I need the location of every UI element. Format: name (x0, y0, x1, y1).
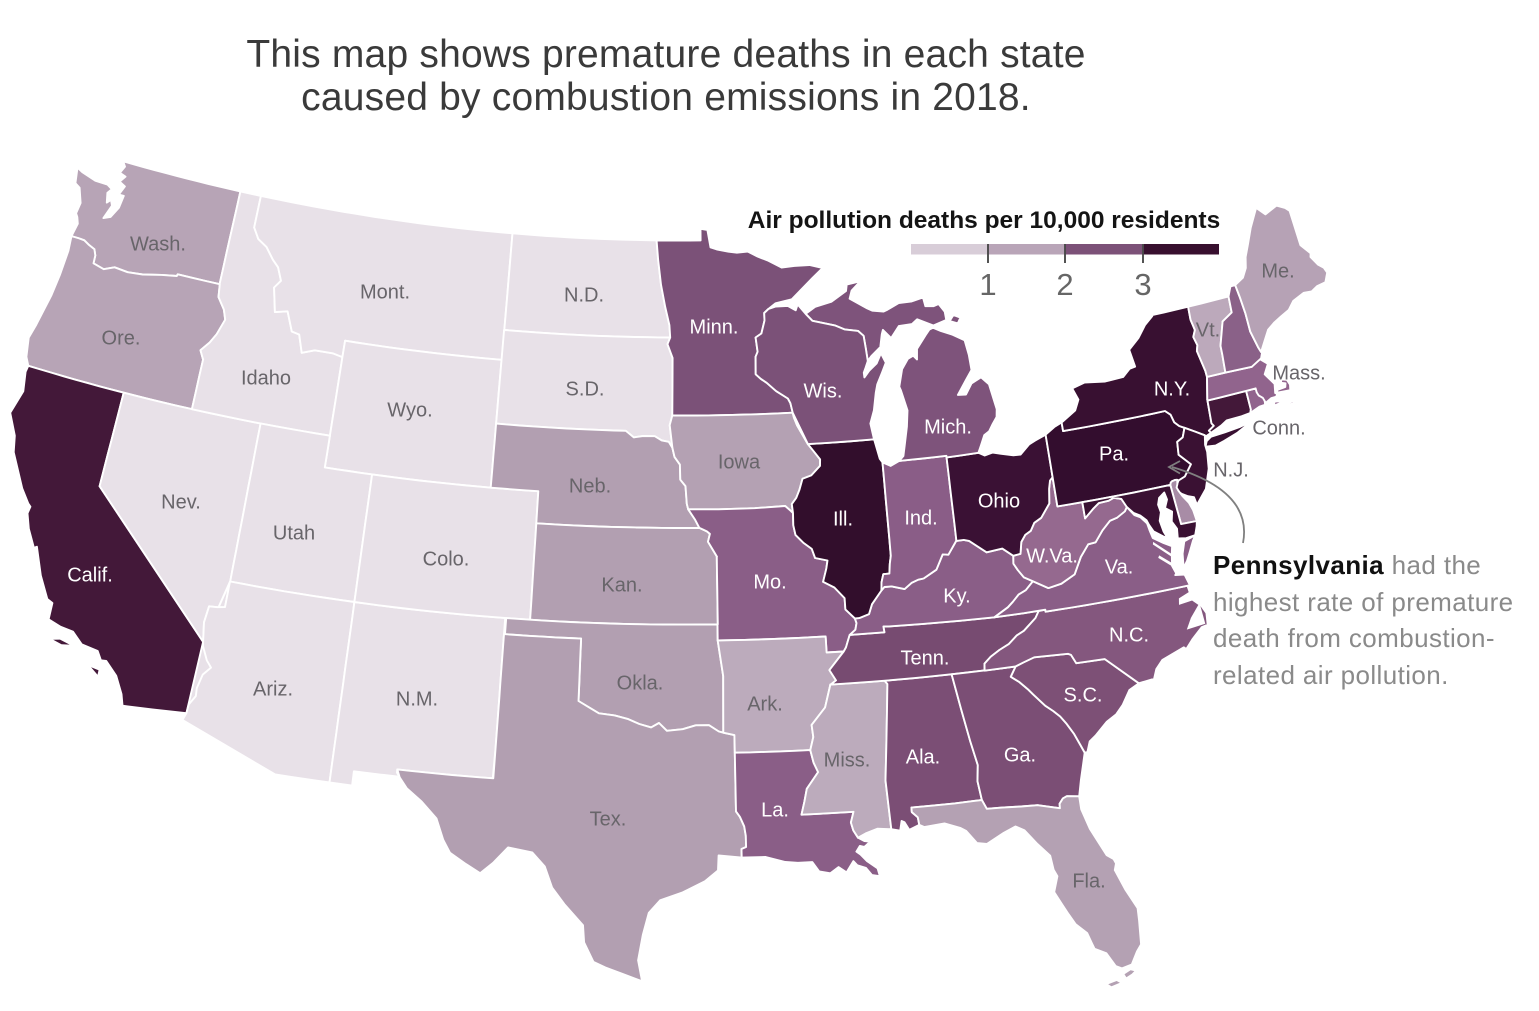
svg-text:Pa.: Pa. (1099, 443, 1129, 465)
svg-text:Mont.: Mont. (360, 281, 410, 303)
svg-text:Fla.: Fla. (1072, 870, 1105, 892)
svg-text:Ill.: Ill. (833, 508, 853, 530)
svg-text:Kan.: Kan. (601, 574, 642, 596)
svg-text:1: 1 (979, 267, 996, 302)
svg-text:Conn.: Conn. (1252, 417, 1305, 439)
svg-text:W.Va.: W.Va. (1026, 545, 1078, 567)
svg-text:Mich.: Mich. (924, 416, 972, 438)
svg-text:Iowa: Iowa (718, 451, 761, 473)
svg-text:Utah: Utah (273, 522, 315, 544)
svg-text:Miss.: Miss. (824, 749, 871, 771)
svg-text:N.J.: N.J. (1213, 459, 1249, 481)
svg-text:N.D.: N.D. (564, 284, 604, 306)
svg-text:Wash.: Wash. (130, 233, 186, 255)
svg-text:Mo.: Mo. (753, 571, 786, 593)
svg-text:Ala.: Ala. (906, 746, 940, 768)
svg-text:Wyo.: Wyo. (387, 399, 432, 421)
svg-text:2: 2 (1056, 267, 1073, 302)
svg-text:N.Y.: N.Y. (1154, 378, 1190, 400)
svg-text:Idaho: Idaho (241, 367, 291, 389)
svg-text:Minn.: Minn. (690, 316, 739, 338)
svg-text:S.C.: S.C. (1064, 684, 1103, 706)
svg-text:Tenn.: Tenn. (901, 647, 950, 669)
svg-text:Ariz.: Ariz. (253, 678, 293, 700)
svg-text:Neb.: Neb. (569, 475, 611, 497)
svg-text:Ohio: Ohio (978, 490, 1020, 512)
svg-text:Me.: Me. (1261, 260, 1294, 282)
svg-text:Ga.: Ga. (1004, 744, 1036, 766)
svg-text:Wis.: Wis. (804, 380, 843, 402)
svg-text:S.D.: S.D. (566, 378, 605, 400)
svg-text:Air pollution deaths per 10,00: Air pollution deaths per 10,000 resident… (748, 207, 1220, 234)
svg-text:N.C.: N.C. (1109, 624, 1149, 646)
svg-text:Okla.: Okla. (617, 672, 664, 694)
svg-text:N.M.: N.M. (396, 688, 438, 710)
svg-text:Mass.: Mass. (1272, 362, 1325, 384)
svg-text:Vt.: Vt. (1196, 319, 1220, 341)
svg-text:Ore.: Ore. (102, 327, 141, 349)
svg-text:Ky.: Ky. (943, 585, 970, 607)
svg-text:La.: La. (761, 799, 789, 821)
svg-text:Ark.: Ark. (747, 693, 783, 715)
svg-text:Va.: Va. (1105, 556, 1134, 578)
svg-text:Calif.: Calif. (67, 564, 113, 586)
svg-text:Nev.: Nev. (161, 491, 201, 513)
svg-text:Ind.: Ind. (904, 507, 937, 529)
svg-text:Colo.: Colo. (423, 548, 470, 570)
svg-text:3: 3 (1134, 267, 1151, 302)
svg-text:Tex.: Tex. (590, 808, 627, 830)
